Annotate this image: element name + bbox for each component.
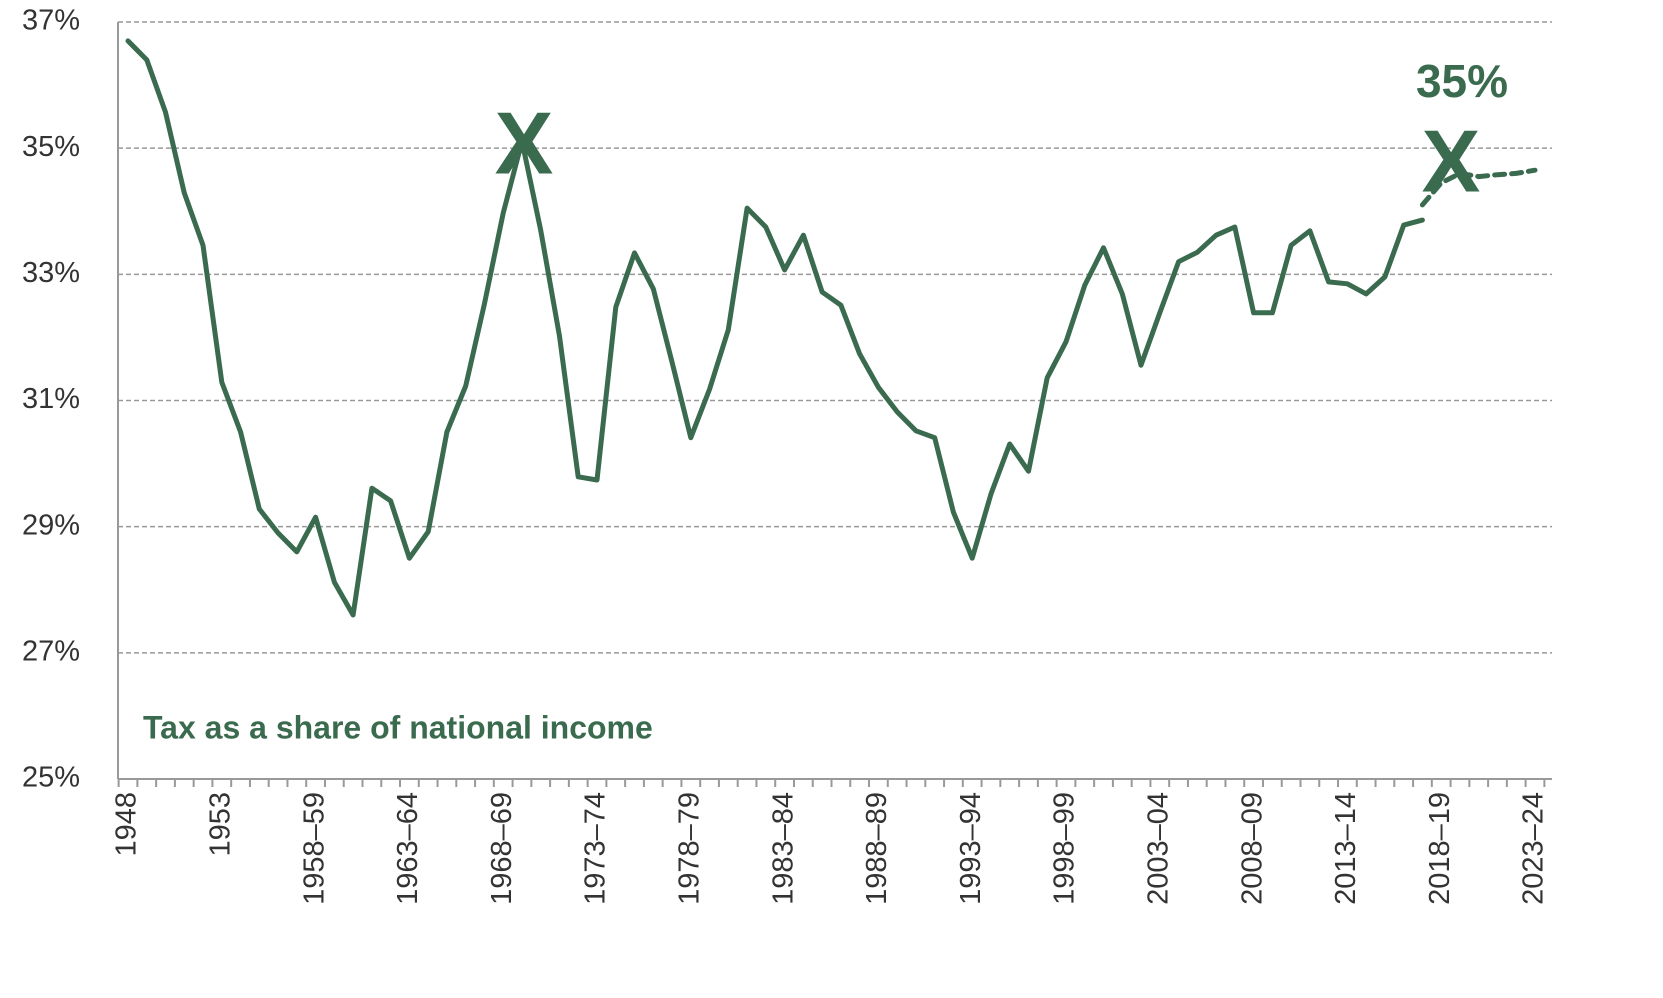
x-tick-label: 1968–69 [486, 792, 518, 905]
x-tick-label: 1963–64 [392, 792, 424, 905]
x-tick-label: 2023–24 [1518, 792, 1550, 905]
y-tick-label: 27% [22, 635, 80, 667]
x-tick-label: 1993–94 [955, 792, 987, 905]
x-tick-label: 1958–59 [298, 792, 330, 905]
y-tick-label: 33% [22, 257, 80, 289]
data-line [1419, 167, 1538, 208]
x-tick-label: 1978–79 [673, 792, 705, 905]
forecast-label: 35% [1416, 55, 1508, 107]
peak-marker: X [495, 93, 554, 192]
x-tick-label: 2003–04 [1142, 792, 1174, 905]
y-tick-label: 29% [22, 509, 80, 541]
x-tick-label: 1983–84 [767, 792, 799, 905]
y-tick-label: 25% [22, 762, 80, 794]
annotation-label: Tax as a share of national income [143, 709, 653, 745]
forecast-marker: X [1422, 111, 1481, 210]
y-tick-label: 37% [22, 5, 80, 37]
y-tick-label: 31% [22, 383, 80, 415]
x-tick-label: 2018–19 [1424, 792, 1456, 905]
y-tick-label: 35% [22, 131, 80, 163]
x-tick-label: 1973–74 [580, 792, 612, 905]
x-tick-label: 2008–09 [1236, 792, 1268, 905]
x-tick-label: 1953 [204, 792, 236, 857]
x-tick-label: 1998–99 [1049, 792, 1081, 905]
x-tick-label: 1948 [111, 792, 143, 857]
x-tick-label: 1988–89 [861, 792, 893, 905]
x-tick-label: 2013–14 [1330, 792, 1362, 905]
data-line [125, 38, 1425, 618]
